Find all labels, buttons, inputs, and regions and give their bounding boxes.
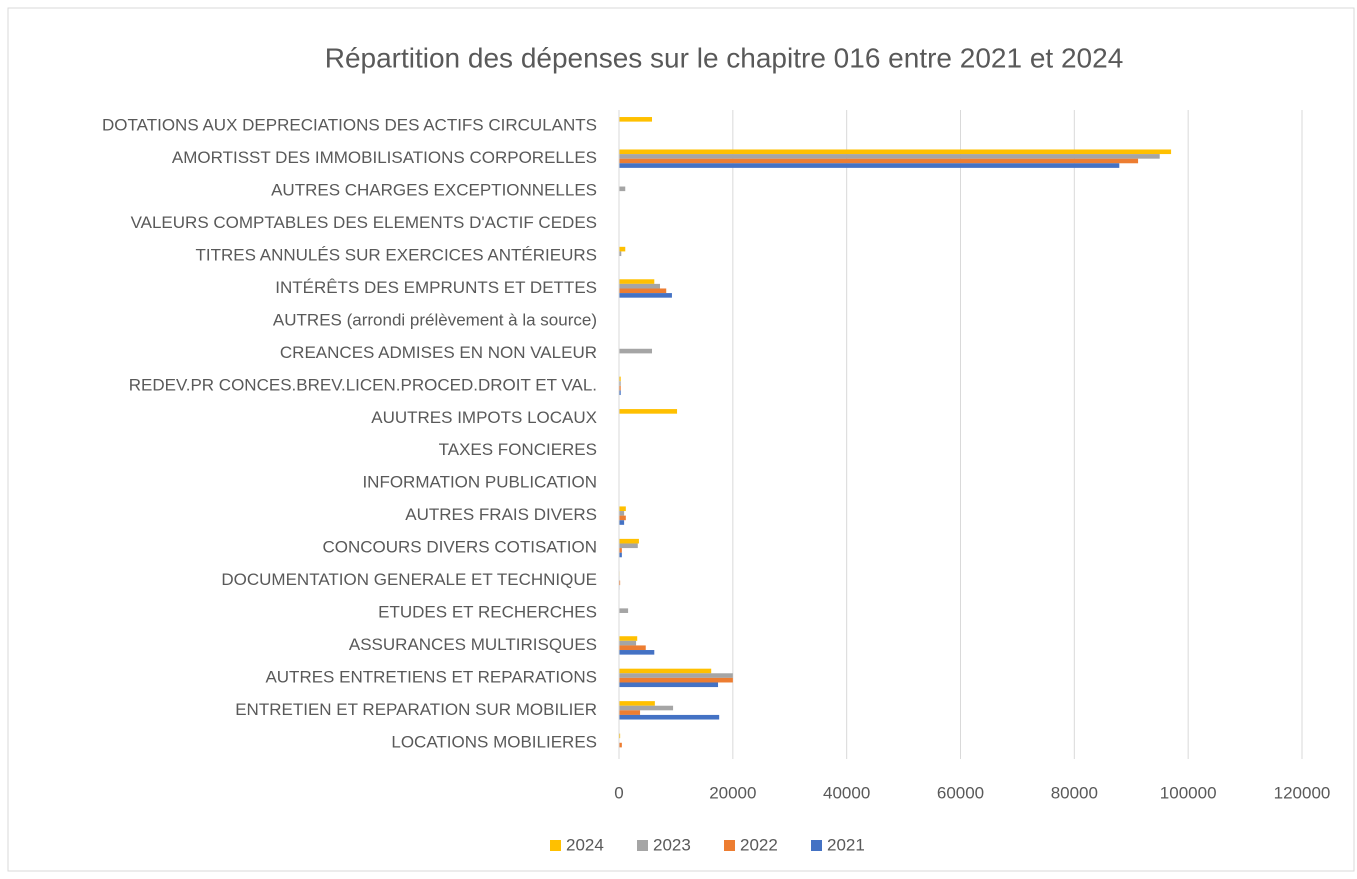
- y-tick-label: VALEURS COMPTABLES DES ELEMENTS D'ACTIF …: [131, 213, 597, 232]
- legend-swatch: [550, 840, 561, 851]
- y-tick-label: TITRES ANNULÉS SUR EXERCICES ANTÉRIEURS: [196, 246, 597, 265]
- y-tick-label: INTÉRÊTS DES EMPRUNTS ET DETTES: [275, 278, 597, 297]
- bar: [619, 283, 660, 289]
- bar: [619, 246, 626, 252]
- legend-label: 2022: [740, 835, 778, 854]
- y-tick-label: AUTRES (arrondi prélèvement à la source): [273, 310, 597, 329]
- bar: [619, 552, 622, 558]
- y-tick-label: ETUDES ET RECHERCHES: [378, 602, 597, 621]
- x-tick-label: 80000: [1051, 783, 1098, 802]
- bar: [619, 608, 629, 613]
- y-tick-label: CONCOURS DIVERS COTISATION: [322, 538, 597, 557]
- bar: [619, 511, 625, 516]
- bar: [619, 348, 653, 354]
- y-tick-label: REDEV.PR CONCES.BREV.LICEN.PROCED.DROIT …: [129, 375, 597, 394]
- bar: [619, 149, 1172, 155]
- y-tick-label: LOCATIONS MOBILIERES: [391, 732, 597, 751]
- bar: [619, 163, 1120, 168]
- bar: [619, 705, 674, 711]
- y-tick-label: AMORTISST DES IMMOBILISATIONS CORPORELLE…: [172, 148, 597, 167]
- x-tick-label: 0: [614, 783, 623, 802]
- bar: [619, 538, 639, 544]
- bar: [619, 677, 733, 683]
- y-tick-label: ASSURANCES MULTIRISQUES: [349, 635, 597, 654]
- bar: [619, 710, 641, 715]
- bar: [619, 636, 638, 641]
- bar: [619, 640, 637, 646]
- x-tick-label: 20000: [709, 783, 756, 802]
- bar: [619, 279, 655, 284]
- bar: [619, 154, 1160, 159]
- bar: [619, 580, 621, 586]
- y-tick-label: AUTRES FRAIS DIVERS: [405, 505, 597, 524]
- bar: [619, 645, 646, 651]
- bar: [619, 186, 626, 192]
- bar: [619, 515, 626, 521]
- y-tick-label: AUTRES ENTRETIENS ET REPARATIONS: [265, 667, 597, 686]
- bar: [619, 682, 719, 688]
- y-tick-label: TAXES FONCIERES: [439, 440, 597, 459]
- x-tick-label: 40000: [823, 783, 870, 802]
- bar: [619, 376, 621, 382]
- bar: [619, 543, 638, 549]
- bar: [619, 293, 672, 298]
- y-tick-label: AUTRES CHARGES EXCEPTIONNELLES: [271, 181, 597, 200]
- bar: [619, 714, 720, 720]
- y-tick-label: INFORMATION PUBLICATION: [362, 473, 597, 492]
- bar: [619, 520, 625, 525]
- y-tick-label: DOCUMENTATION GENERALE ET TECHNIQUE: [221, 570, 597, 589]
- bar: [619, 251, 622, 257]
- legend-label: 2023: [653, 835, 691, 854]
- bar: [619, 733, 621, 739]
- bar: [619, 409, 678, 414]
- y-tick-label: CREANCES ADMISES EN NON VALEUR: [280, 343, 597, 362]
- y-tick-label: ENTRETIEN ET REPARATION SUR MOBILIER: [235, 700, 597, 719]
- x-tick-label: 100000: [1160, 783, 1217, 802]
- chart-border: [7, 7, 1355, 872]
- bar: [619, 385, 621, 391]
- legend-label: 2024: [566, 835, 604, 854]
- bar: [619, 506, 626, 512]
- legend-label: 2021: [827, 835, 865, 854]
- chart-title: Répartition des dépenses sur le chapitre…: [325, 42, 1124, 73]
- bar: [619, 158, 1139, 164]
- bar: [619, 650, 655, 655]
- bar: [619, 381, 621, 386]
- x-tick-label: 60000: [937, 783, 984, 802]
- bar: [619, 288, 667, 294]
- legend-swatch: [811, 840, 822, 851]
- bar: [619, 701, 655, 706]
- legend-swatch: [724, 840, 735, 851]
- bar: [619, 548, 622, 553]
- bar: [619, 742, 622, 748]
- bar: [619, 390, 621, 396]
- bar: [619, 673, 733, 678]
- y-tick-label: AUUTRES IMPOTS LOCAUX: [371, 408, 597, 427]
- x-tick-label: 120000: [1274, 783, 1331, 802]
- bar: [619, 668, 712, 674]
- y-tick-label: DOTATIONS AUX DEPRECIATIONS DES ACTIFS C…: [102, 116, 597, 135]
- legend-swatch: [637, 840, 648, 851]
- bar: [619, 117, 653, 122]
